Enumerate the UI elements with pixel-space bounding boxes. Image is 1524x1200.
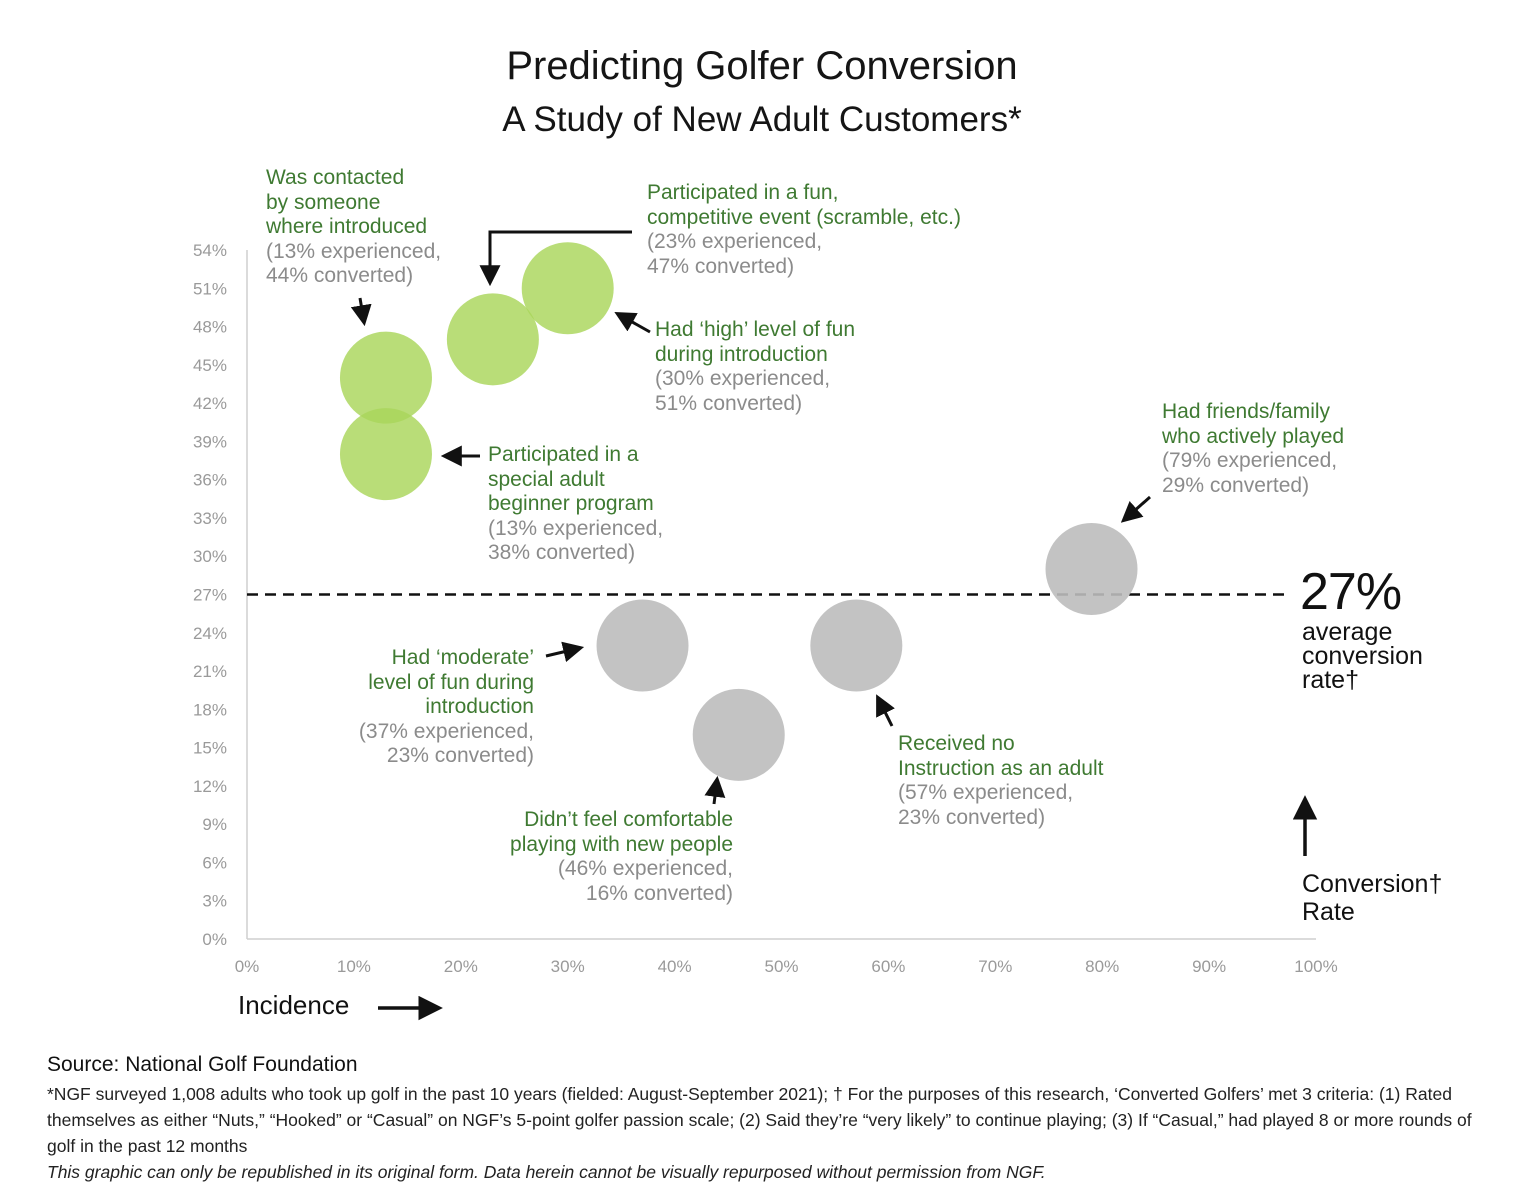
y-tick-label: 51% (193, 279, 227, 298)
annotation-high-fun: Had ‘high’ level of fun during introduct… (655, 318, 855, 416)
y-tick-label: 12% (193, 777, 227, 796)
y-tick-label: 0% (202, 930, 227, 949)
x-tick-label: 0% (235, 957, 260, 976)
annotation-friends-family: Had friends/family who actively played (… (1162, 400, 1344, 498)
annotation-detail: (57% experienced, 23% converted) (898, 781, 1074, 829)
annotation-beginner: Participated in a special adult beginner… (488, 443, 663, 566)
x-tick-label: 20% (444, 957, 478, 976)
annotation-detail: (46% experienced, 16% converted) (557, 857, 733, 905)
annotation-detail: (37% experienced, 23% converted) (358, 719, 534, 768)
y-tick-label: 24% (193, 624, 227, 643)
arrow-uncomfortable (704, 775, 726, 805)
x-axis-title: Incidence (238, 990, 350, 1020)
x-tick-label: 30% (551, 957, 585, 976)
data-point-bubble (446, 293, 539, 386)
y-tick-label: 21% (193, 662, 227, 681)
annotation-detail: (23% experienced, 47% converted) (647, 230, 823, 278)
y-tick-label: 3% (202, 892, 227, 911)
annotation-label: Had ‘moderate’ level of fun during intro… (368, 646, 534, 718)
annotation-uncomfortable: Didn’t feel comfortable playing with new… (440, 808, 733, 906)
annotation-label: Was contacted by someone where introduce… (266, 166, 428, 238)
x-tick-label: 70% (978, 957, 1012, 976)
y-tick-label: 15% (193, 739, 227, 758)
x-tick-label: 40% (658, 957, 692, 976)
arrow-contacted (350, 297, 372, 327)
chart-title: Predicting Golfer Conversion (506, 44, 1018, 88)
chart-subtitle: A Study of New Adult Customers* (502, 100, 1022, 139)
arrow-competitive (479, 230, 632, 287)
x-tick-label: 90% (1192, 957, 1226, 976)
annotation-label: Participated in a special adult beginner… (488, 443, 654, 515)
x-tick-label: 50% (764, 957, 798, 976)
data-point-bubble (1045, 522, 1138, 615)
annotation-label: Had ‘high’ level of fun during introduct… (655, 318, 856, 366)
y-tick-label: 33% (193, 509, 227, 528)
x-tick-label: 60% (871, 957, 905, 976)
x-tick-label: 10% (337, 957, 371, 976)
arrow-no-instruction (876, 694, 895, 727)
y-tick-label: 9% (202, 815, 227, 834)
x-tick-label: 100% (1294, 957, 1337, 976)
annotation-contacted: Was contacted by someone where introduce… (266, 166, 441, 289)
y-tick-label: 45% (193, 356, 227, 375)
data-point-bubble (596, 599, 689, 692)
y-tick-label: 6% (202, 853, 227, 872)
y-tick-label: 18% (193, 700, 227, 719)
annotation-detail: (79% experienced, 29% converted) (1162, 449, 1338, 497)
footnote: *NGF surveyed 1,008 adults who took up g… (47, 1084, 1472, 1156)
source-line: Source: National Golf Foundation (47, 1053, 358, 1076)
annotation-moderate-fun: Had ‘moderate’ level of fun during intro… (300, 646, 534, 769)
y-axis-title: Conversion† Rate (1302, 870, 1443, 926)
data-point-bubble (692, 688, 785, 781)
y-tick-label: 39% (193, 432, 227, 451)
data-point-bubble (339, 331, 432, 424)
x-tick-label: 80% (1085, 957, 1119, 976)
annotation-competitive: Participated in a fun, competitive event… (647, 181, 961, 279)
arrow-high-fun (614, 311, 651, 334)
annotation-label: Received no Instruction as an adult (898, 732, 1104, 780)
y-tick-label: 27% (193, 586, 227, 605)
arrow-friends-family (1120, 495, 1151, 523)
data-point-bubble (521, 242, 614, 335)
annotation-detail: (13% experienced, 38% converted) (488, 516, 664, 565)
annotation-no-instruction: Received no Instruction as an adult (57%… (898, 732, 1103, 830)
annotation-label: Didn’t feel comfortable playing with new… (510, 808, 733, 856)
y-tick-label: 54% (193, 241, 227, 260)
y-tick-label: 42% (193, 394, 227, 413)
data-point-bubble (339, 408, 432, 501)
annotation-label: Participated in a fun, competitive event… (647, 181, 961, 229)
y-tick-label: 36% (193, 471, 227, 490)
y-tick-label: 48% (193, 318, 227, 337)
annotation-label: Had friends/family who actively played (1162, 400, 1345, 448)
data-point-bubble (810, 599, 903, 692)
average-line-label: average conversion rate† (1302, 618, 1423, 694)
annotation-detail: (30% experienced, 51% converted) (655, 367, 831, 415)
arrow-moderate-fun (545, 641, 585, 663)
average-line-value: 27% (1300, 563, 1402, 621)
y-tick-label: 30% (193, 547, 227, 566)
disclaimer: This graphic can only be republished in … (47, 1162, 1046, 1182)
annotation-detail: (13% experienced, 44% converted) (266, 239, 442, 288)
